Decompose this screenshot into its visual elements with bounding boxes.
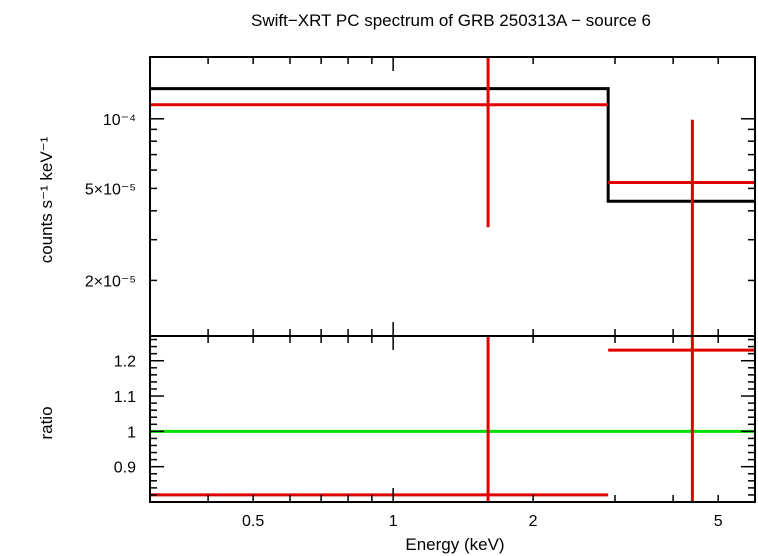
model-step-line <box>150 87 755 203</box>
x-axis-title: Energy (keV) <box>405 535 504 554</box>
ratio-ticks <box>149 336 756 503</box>
x-tick-label: 0.5 <box>242 513 264 530</box>
ratio-panel-frame <box>149 335 756 503</box>
ratio-tick-labels: 0.9 1 1.1 1.2 <box>114 354 136 477</box>
x-tick-label: 1 <box>389 513 398 530</box>
x-tick-label: 2 <box>529 513 538 530</box>
spectrum-panel-frame <box>149 56 756 337</box>
x-tick-label: 5 <box>714 513 723 530</box>
spectrum-tick-labels: 10⁻⁴ 5×10⁻⁵ 2×10⁻⁵ <box>85 112 136 291</box>
y-tick-label: 1 <box>127 424 136 441</box>
y-tick-label: 1.1 <box>114 389 136 406</box>
chart-title: Swift−XRT PC spectrum of GRB 250313A − s… <box>251 11 651 30</box>
spectrum-ticks <box>149 57 756 336</box>
spectrum-marks <box>150 57 755 336</box>
x-tick-labels: 0.5 1 2 5 <box>242 513 723 530</box>
y-tick-label: 0.9 <box>114 460 136 477</box>
spectrum-panel: 10⁻⁴ 5×10⁻⁵ 2×10⁻⁵ <box>85 56 756 337</box>
ratio-y-axis-title: ratio <box>37 406 56 439</box>
ratio-panel: 0.9 1 1.1 1.2 <box>114 335 756 503</box>
ratio-marks <box>150 336 755 502</box>
y-tick-label: 5×10⁻⁵ <box>85 181 136 198</box>
y-tick-label: 10⁻⁴ <box>103 112 136 129</box>
spectrum-y-axis-title: counts s⁻¹ keV⁻¹ <box>37 136 56 263</box>
y-tick-label: 1.2 <box>114 354 136 371</box>
y-tick-label: 2×10⁻⁵ <box>85 273 136 290</box>
